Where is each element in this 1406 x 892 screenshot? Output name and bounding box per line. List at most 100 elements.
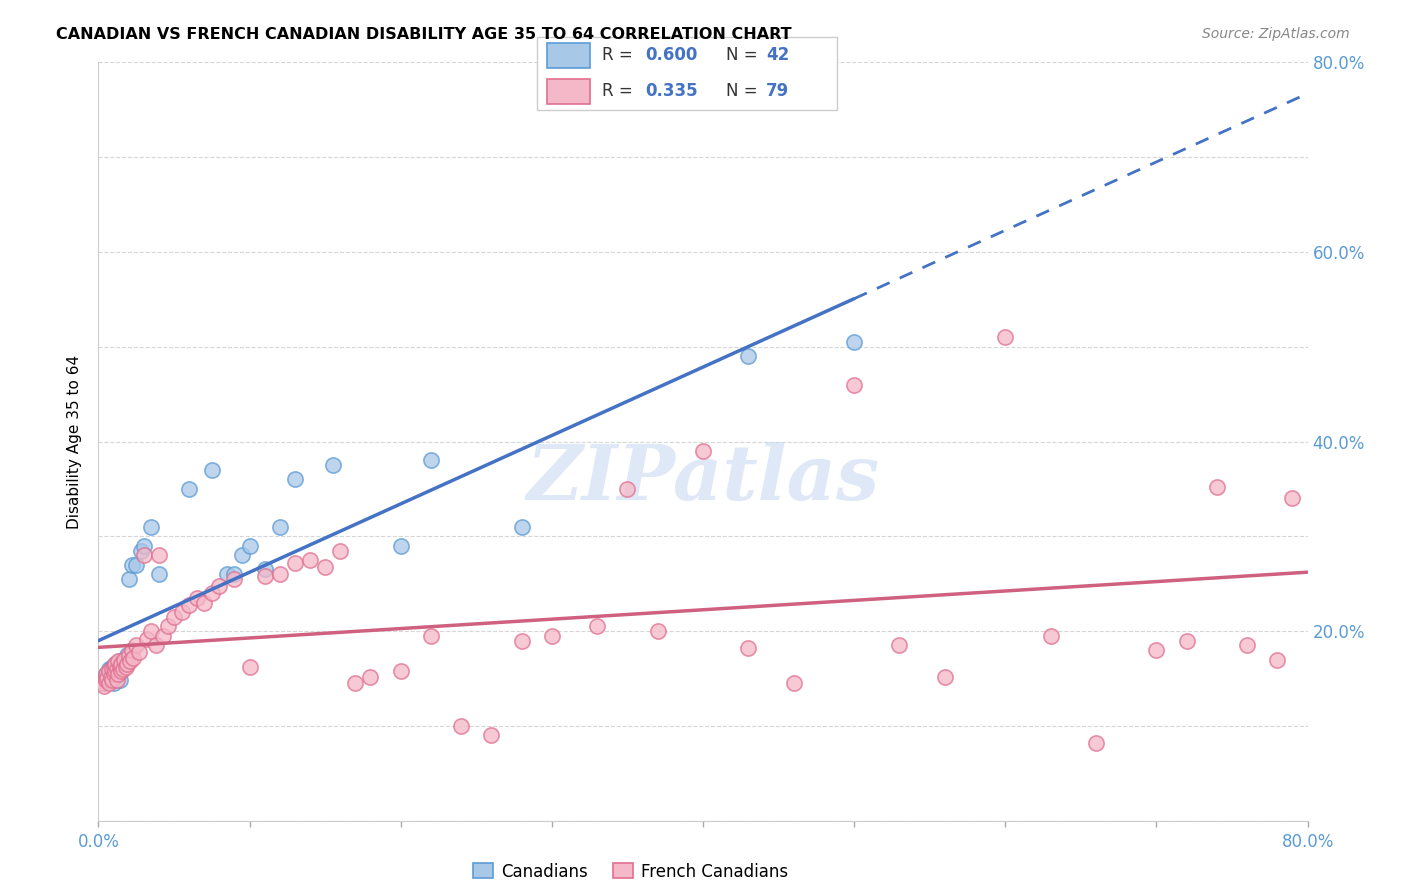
Point: [132, 548, 155, 563]
Point: [94, 673, 117, 688]
Point: [91, 676, 114, 690]
Point: [934, 669, 956, 684]
Point: [115, 648, 138, 662]
FancyBboxPatch shape: [547, 78, 591, 104]
Point: [132, 539, 155, 553]
Point: [1085, 736, 1108, 750]
Point: [101, 673, 124, 688]
Point: [616, 482, 638, 496]
Point: [269, 520, 291, 534]
Point: [125, 638, 148, 652]
Point: [586, 619, 609, 633]
Text: Source: ZipAtlas.com: Source: ZipAtlas.com: [1202, 27, 1350, 41]
Point: [91, 676, 114, 690]
Point: [360, 669, 382, 684]
Point: [125, 558, 148, 572]
Point: [141, 624, 163, 639]
Point: [114, 657, 136, 672]
Point: [1206, 480, 1229, 494]
Point: [98, 676, 121, 690]
Point: [107, 666, 129, 681]
Point: [145, 638, 167, 652]
Point: [224, 567, 246, 582]
Point: [208, 579, 231, 593]
Point: [450, 719, 472, 733]
Text: 42: 42: [766, 46, 790, 64]
Point: [284, 473, 307, 487]
Point: [692, 444, 714, 458]
Point: [420, 629, 443, 643]
Point: [98, 664, 121, 678]
Point: [96, 669, 118, 684]
Point: [1281, 491, 1303, 506]
Point: [108, 660, 131, 674]
Point: [540, 629, 562, 643]
Point: [112, 652, 135, 666]
Point: [224, 572, 246, 586]
Point: [510, 633, 533, 648]
Point: [844, 334, 866, 349]
Point: [129, 543, 152, 558]
Point: [344, 676, 367, 690]
Point: [118, 572, 141, 586]
Point: [118, 648, 141, 662]
Point: [322, 458, 344, 473]
Point: [737, 349, 759, 363]
Point: [215, 567, 238, 582]
Point: [179, 482, 201, 496]
Text: R =: R =: [602, 82, 638, 101]
Point: [111, 660, 134, 674]
Point: [329, 543, 352, 558]
Point: [98, 673, 121, 688]
Point: [148, 548, 170, 563]
Point: [104, 657, 127, 672]
Point: [94, 666, 117, 681]
Point: [110, 657, 132, 672]
Point: [101, 662, 124, 676]
Point: [135, 632, 157, 646]
Point: [111, 662, 134, 676]
Point: [844, 377, 866, 392]
Point: [107, 666, 129, 681]
Point: [96, 672, 118, 686]
Text: 0.600: 0.600: [645, 46, 697, 64]
Point: [115, 657, 138, 672]
Point: [284, 556, 307, 570]
Text: 0.335: 0.335: [645, 82, 699, 101]
Point: [239, 539, 262, 553]
Point: [179, 598, 201, 612]
Point: [94, 672, 117, 686]
Point: [128, 645, 150, 659]
Point: [389, 664, 412, 678]
Point: [1144, 643, 1167, 657]
Point: [737, 641, 759, 656]
Point: [105, 673, 128, 688]
Point: [110, 664, 132, 678]
Legend: Canadians, French Canadians: Canadians, French Canadians: [472, 863, 789, 880]
Text: R =: R =: [602, 46, 638, 64]
Point: [120, 655, 142, 669]
Point: [141, 520, 163, 534]
Point: [108, 655, 131, 669]
Point: [510, 520, 533, 534]
Point: [239, 660, 262, 674]
Text: CANADIAN VS FRENCH CANADIAN DISABILITY AGE 35 TO 64 CORRELATION CHART: CANADIAN VS FRENCH CANADIAN DISABILITY A…: [56, 27, 792, 42]
Point: [108, 673, 131, 688]
Point: [170, 605, 193, 619]
Point: [104, 657, 127, 672]
Point: [103, 676, 125, 690]
Text: N =: N =: [725, 82, 763, 101]
Point: [122, 650, 145, 665]
Point: [105, 662, 128, 676]
Point: [201, 463, 224, 477]
Point: [163, 610, 186, 624]
Point: [994, 330, 1017, 344]
Point: [253, 562, 276, 576]
Point: [112, 652, 135, 666]
Point: [269, 567, 291, 582]
Point: [103, 664, 125, 678]
FancyBboxPatch shape: [537, 37, 838, 110]
Point: [94, 666, 117, 681]
Point: [121, 643, 143, 657]
Point: [783, 676, 806, 690]
